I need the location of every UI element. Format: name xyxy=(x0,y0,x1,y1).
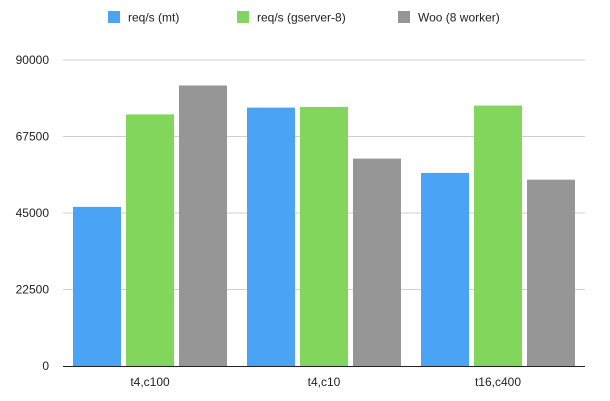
y-tick-label: 0 xyxy=(42,359,49,373)
bars xyxy=(73,85,575,367)
legend-swatch xyxy=(398,11,410,23)
bar xyxy=(474,105,522,366)
legend-swatch xyxy=(108,11,120,23)
x-tick-label: t4,c10 xyxy=(308,375,341,389)
bar xyxy=(421,172,469,366)
y-axis-tick-labels: 0 22500 45000 67500 90000 xyxy=(16,53,50,373)
y-tick-label: 67500 xyxy=(16,130,50,144)
y-tick-label: 22500 xyxy=(16,283,50,297)
x-axis-tick-labels: t4,c100 t4,c10 t16,c400 xyxy=(130,375,521,389)
legend-label: req/s (gserver-8) xyxy=(257,11,346,25)
bar xyxy=(73,206,121,366)
legend-swatch xyxy=(237,11,249,23)
bar xyxy=(527,179,575,366)
bar xyxy=(300,106,348,367)
x-tick-label: t4,c100 xyxy=(130,375,170,389)
legend-label: Woo (8 worker) xyxy=(418,11,500,25)
x-tick-label: t16,c400 xyxy=(475,375,521,389)
y-tick-label: 90000 xyxy=(16,53,50,67)
bar xyxy=(126,114,174,367)
bar xyxy=(247,107,295,366)
bar xyxy=(353,158,401,366)
bar xyxy=(179,85,227,366)
y-tick-label: 45000 xyxy=(16,206,50,220)
legend: req/s (mt) req/s (gserver-8) Woo (8 worker… xyxy=(108,11,500,25)
legend-label: req/s (mt) xyxy=(128,11,179,25)
